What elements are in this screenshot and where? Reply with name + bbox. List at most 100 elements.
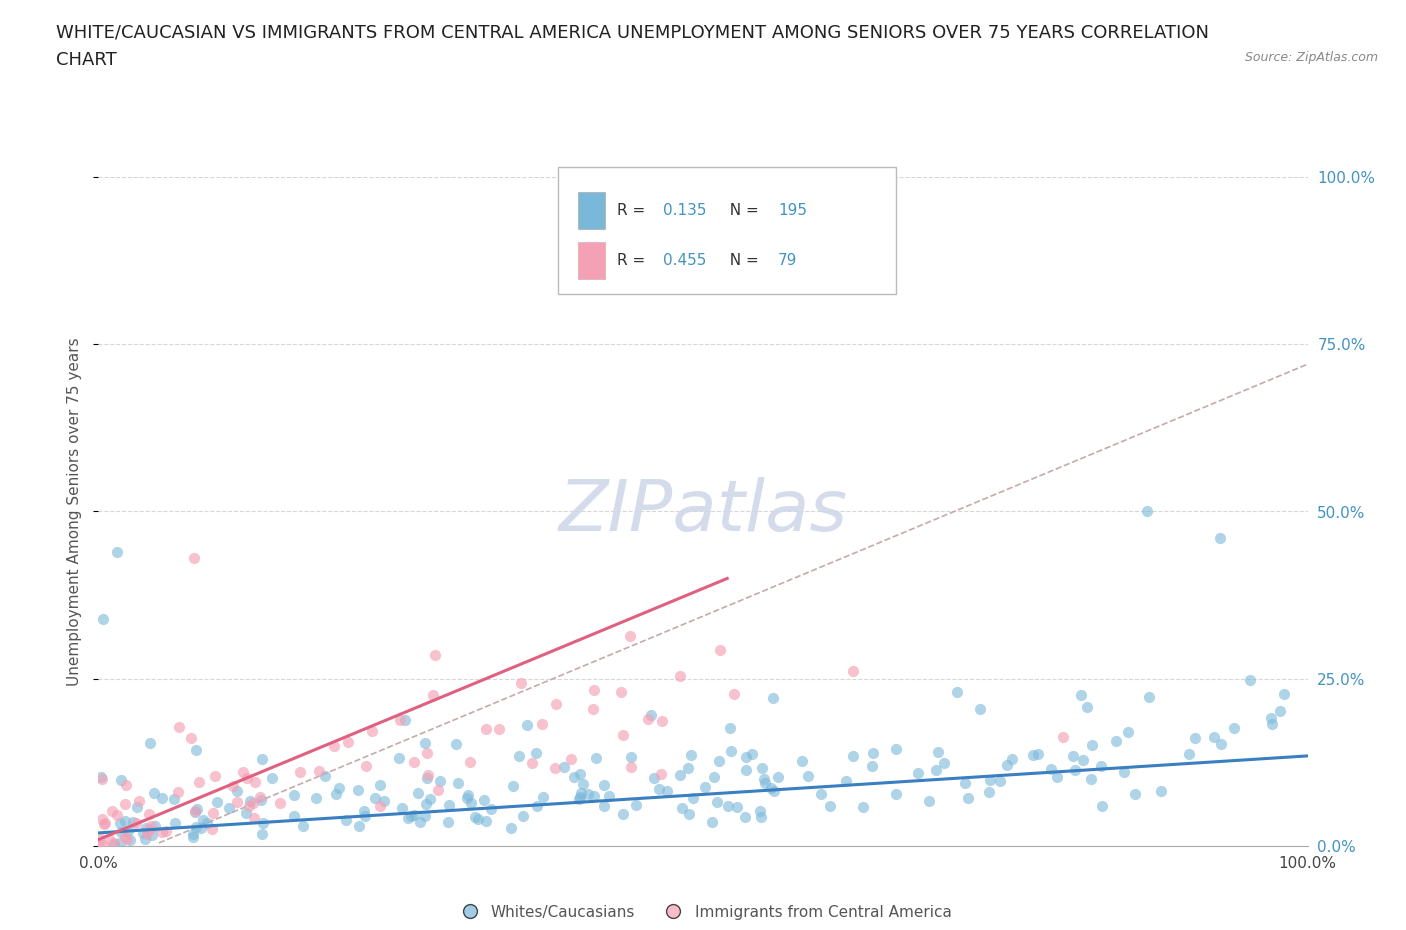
Point [460,795,482,810]
Point [479,801,502,816]
Point [720,744,742,759]
Point [325,787,347,802]
Point [315,768,337,783]
Point [143,818,166,833]
Point [125,816,148,830]
Point [181,826,204,841]
Point [186,819,208,834]
Point [1026,747,1049,762]
Point [90,812,112,827]
Point [1022,748,1045,763]
Point [283,788,305,803]
Point [139,818,162,833]
Point [709,643,731,658]
Point [1184,730,1206,745]
Point [364,790,387,805]
Point [195,816,218,830]
Point [1091,799,1114,814]
Point [402,755,425,770]
Point [693,779,716,794]
Point [842,749,865,764]
Point [110,825,132,840]
Point [766,770,789,785]
Point [131,826,153,841]
Point [135,827,157,842]
Point [193,813,215,828]
Point [668,669,690,684]
Point [353,804,375,818]
Point [488,722,510,737]
Point [671,801,693,816]
Point [242,795,264,810]
Point [416,745,439,760]
Point [186,802,208,817]
Point [464,810,486,825]
Point [250,826,273,841]
Point [1080,772,1102,787]
Point [576,787,599,802]
Point [427,782,450,797]
Point [752,772,775,787]
Point [734,809,756,824]
Point [415,797,437,812]
Point [188,774,211,789]
Point [406,785,429,800]
Point [201,805,224,820]
Point [394,712,416,727]
Point [751,761,773,776]
Point [252,751,274,766]
Point [560,751,582,766]
Point [323,739,346,754]
Point [225,783,247,798]
Point [252,816,274,830]
Point [117,823,139,838]
Point [225,795,247,810]
Point [114,796,136,811]
Point [290,764,312,779]
Point [184,804,207,819]
Point [612,806,634,821]
Point [373,794,395,809]
Point [568,791,591,806]
Point [969,701,991,716]
Point [582,701,605,716]
Point [544,760,567,775]
Point [243,774,266,789]
Point [520,756,543,771]
Point [1272,686,1295,701]
Point [139,736,162,751]
Point [1150,783,1173,798]
Point [790,753,813,768]
Point [138,823,160,838]
Point [396,811,419,826]
Point [125,799,148,814]
Point [995,758,1018,773]
Point [108,835,131,850]
Point [97,831,120,846]
Point [945,684,967,699]
Y-axis label: Unemployment Among Seniors over 75 years: Unemployment Among Seniors over 75 years [67,338,83,685]
Point [138,806,160,821]
Point [444,737,467,751]
Text: R =: R = [617,203,650,218]
Point [568,790,591,804]
Point [437,815,460,830]
Point [143,785,166,800]
Text: N =: N = [720,253,763,268]
Point [598,789,620,804]
Point [703,769,725,784]
Point [512,808,534,823]
Point [1062,748,1084,763]
Point [1270,704,1292,719]
Point [167,719,190,734]
Point [723,686,745,701]
Point [152,824,174,839]
Point [562,770,585,785]
Point [388,751,411,765]
Point [118,832,141,847]
FancyBboxPatch shape [558,166,897,294]
Text: CHART: CHART [56,51,117,69]
Point [620,759,643,774]
Point [190,820,212,835]
Point [472,793,495,808]
